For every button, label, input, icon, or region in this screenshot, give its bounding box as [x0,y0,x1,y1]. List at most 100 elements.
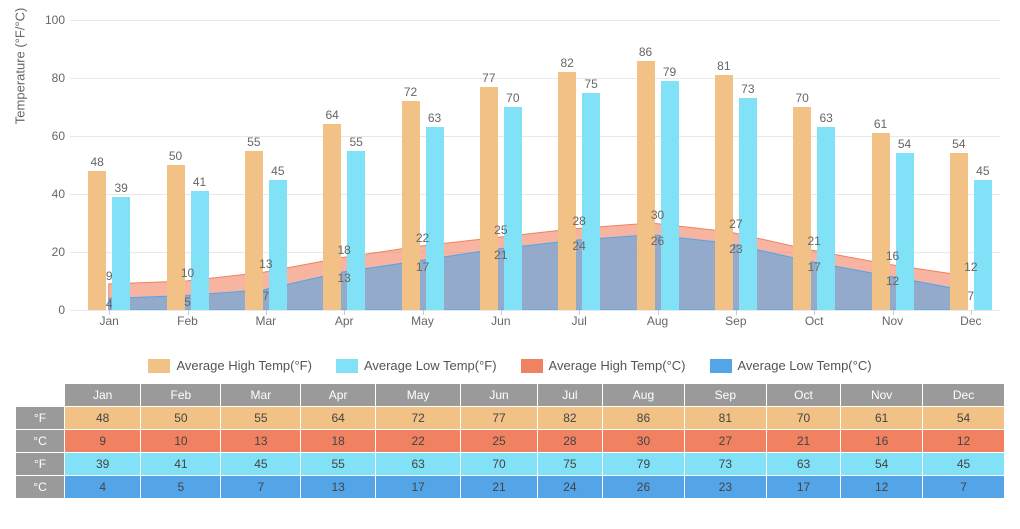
table-col-header: May [376,384,460,406]
bar-label-low-f: 63 [428,111,441,125]
table-cell: 25 [461,430,536,452]
bar-label-high-f: 70 [795,91,808,105]
point-label-low-c: 17 [807,260,820,274]
legend-item: Average High Temp(°F) [148,358,312,373]
legend: Average High Temp(°F) Average Low Temp(°F… [10,358,1010,373]
table-cell: 12 [841,476,922,498]
point-label-low-c: 7 [262,289,269,303]
table-cell: 77 [461,407,536,429]
x-tick: Oct [805,314,824,328]
table-col-header: Nov [841,384,922,406]
y-tick: 100 [35,13,65,27]
bar-label-low-f: 75 [584,77,597,91]
y-tick: 40 [35,187,65,201]
table-col-header: Oct [767,384,840,406]
x-tick: May [411,314,434,328]
table-cell: 55 [221,407,300,429]
point-label-high-c: 28 [572,214,585,228]
table-col-header: Jul [538,384,602,406]
table-cell: 63 [767,453,840,475]
temperature-table: JanFebMarAprMayJunJulAugSepOctNovDec°F48… [15,383,1005,499]
legend-swatch [710,359,732,373]
table-row-header: °C [16,430,64,452]
table-cell: 28 [538,430,602,452]
x-tick: Aug [647,314,668,328]
table-cell: 39 [65,453,140,475]
bar-label-low-f: 45 [976,164,989,178]
x-tick: Jul [571,314,586,328]
bar-label-low-f: 55 [349,135,362,149]
point-label-low-c: 21 [494,248,507,262]
legend-item: Average High Temp(°C) [521,358,686,373]
legend-swatch [521,359,543,373]
y-tick: 80 [35,71,65,85]
table-cell: 30 [603,430,684,452]
table-col-header: Aug [603,384,684,406]
table-cell: 75 [538,453,602,475]
y-axis-label: Temperature (°F/°C) [13,8,28,125]
x-tick: Feb [177,314,198,328]
table-row: °F485055647277828681706154 [16,407,1004,429]
bar-label-high-f: 48 [90,155,103,169]
table-cell: 17 [376,476,460,498]
legend-item: Average Low Temp(°F) [336,358,497,373]
table-cell: 18 [301,430,375,452]
point-label-low-c: 5 [184,295,191,309]
point-label-high-c: 9 [106,269,113,283]
table-cell: 4 [65,476,140,498]
temperature-chart: Temperature (°F/°C) 48399450411055545137… [70,20,1000,330]
bar-label-high-f: 50 [169,149,182,163]
point-label-low-c: 26 [651,234,664,248]
table-cell: 64 [301,407,375,429]
x-tick: Mar [255,314,276,328]
table-cell: 10 [141,430,220,452]
table-col-header: Jan [65,384,140,406]
x-tick: Sep [725,314,746,328]
bar-label-low-f: 45 [271,164,284,178]
table-row-header: °C [16,476,64,498]
point-label-low-c: 12 [886,274,899,288]
point-label-high-c: 12 [964,260,977,274]
table-cell: 9 [65,430,140,452]
x-tick: Nov [882,314,903,328]
x-tick: Apr [335,314,354,328]
bar-label-high-f: 77 [482,71,495,85]
bar-label-high-f: 72 [404,85,417,99]
point-label-low-c: 17 [416,260,429,274]
bar-label-high-f: 55 [247,135,260,149]
legend-label: Average Low Temp(°F) [364,358,497,373]
bar-label-low-f: 39 [114,181,127,195]
table-col-header: Dec [923,384,1004,406]
table-cell: 7 [923,476,1004,498]
table-cell: 26 [603,476,684,498]
x-tick: Jun [491,314,510,328]
bar-label-low-f: 73 [741,82,754,96]
point-label-high-c: 13 [259,257,272,271]
point-label-high-c: 18 [337,243,350,257]
table-cell: 41 [141,453,220,475]
table-row: °C45713172124262317127 [16,476,1004,498]
table-cell: 72 [376,407,460,429]
table-cell: 23 [685,476,766,498]
table-cell: 50 [141,407,220,429]
table-col-header: Feb [141,384,220,406]
table-cell: 45 [221,453,300,475]
legend-item: Average Low Temp(°C) [710,358,872,373]
table-cell: 5 [141,476,220,498]
table-cell: 63 [376,453,460,475]
table-cell: 61 [841,407,922,429]
bar-label-high-f: 61 [874,117,887,131]
point-label-high-c: 25 [494,223,507,237]
table-cell: 13 [221,430,300,452]
bar-label-high-f: 81 [717,59,730,73]
point-label-high-c: 10 [181,266,194,280]
legend-label: Average High Temp(°F) [176,358,312,373]
table-corner [16,384,64,406]
table-cell: 27 [685,430,766,452]
table-col-header: Apr [301,384,375,406]
x-tick: Dec [960,314,981,328]
legend-label: Average High Temp(°C) [549,358,686,373]
point-label-low-c: 23 [729,242,742,256]
table-cell: 86 [603,407,684,429]
point-label-low-c: 13 [337,271,350,285]
